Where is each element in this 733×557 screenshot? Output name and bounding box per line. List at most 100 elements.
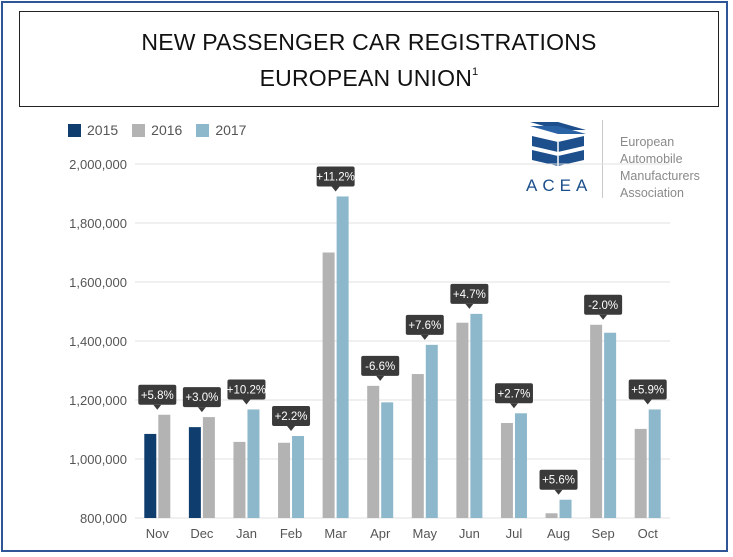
title-line-1: NEW PASSENGER CAR REGISTRATIONS	[141, 29, 597, 55]
bar-2016-apr	[367, 385, 380, 518]
bar-2016-jan	[233, 441, 246, 518]
title-box: NEW PASSENGER CAR REGISTRATIONS EUROPEAN…	[19, 11, 719, 107]
bar-2017-aug	[559, 499, 572, 518]
change-label-box	[138, 384, 177, 405]
bar-2015-nov	[144, 433, 157, 518]
y-tick-label: 1,000,000	[69, 452, 127, 467]
change-label-pointer	[599, 314, 608, 320]
change-label-pointer	[420, 334, 429, 340]
bar-2016-jun	[456, 322, 469, 518]
title-line-2-text: EUROPEAN UNION	[259, 65, 473, 91]
x-tick-label: Mar	[324, 526, 347, 541]
x-tick-label: May	[413, 526, 438, 541]
bar-2017-oct	[648, 409, 661, 518]
change-label-pointer	[509, 403, 518, 409]
bar-2017-jul	[514, 413, 527, 518]
change-label-pointer	[376, 375, 385, 381]
change-label-pointer	[554, 489, 563, 495]
change-label-pointer	[643, 399, 652, 405]
acea-name-line-1: European	[620, 135, 675, 149]
x-tick-label: Aug	[547, 526, 570, 541]
y-tick-label: 1,600,000	[69, 275, 127, 290]
acea-full-name: European Automobile Manufacturers Associ…	[620, 134, 700, 202]
x-tick-label: Jun	[459, 526, 480, 541]
change-label-pointer	[153, 404, 162, 410]
change-label-box	[450, 283, 489, 304]
bar-2016-mar	[322, 252, 335, 518]
change-label: +5.6%	[542, 475, 575, 487]
legend-item-2016: 2016	[132, 122, 182, 138]
change-label: -2.0%	[588, 300, 618, 312]
change-label-box	[539, 469, 578, 490]
change-label: -6.6%	[365, 361, 395, 373]
x-tick-label: Jul	[506, 526, 523, 541]
bar-2016-oct	[634, 428, 647, 518]
bar-2016-nov	[158, 414, 171, 518]
acea-name-line-4: Association	[620, 186, 684, 200]
y-tick-label: 1,800,000	[69, 216, 127, 231]
acea-name-line-2: Automobile	[620, 152, 683, 166]
change-label-box	[272, 405, 311, 426]
legend-swatch-2015	[68, 123, 81, 137]
bar-2017-mar	[336, 196, 349, 518]
legend-label-2017: 2017	[215, 122, 247, 138]
change-label-box	[584, 294, 623, 315]
y-tick-label: 800,000	[80, 511, 127, 526]
legend-item-2015: 2015	[68, 122, 118, 138]
y-tick-label: 1,200,000	[69, 393, 127, 408]
change-label: +2.2%	[275, 411, 308, 423]
change-label-pointer	[287, 425, 296, 431]
y-tick-label: 2,000,000	[69, 157, 127, 172]
legend-item-2017: 2017	[196, 122, 246, 138]
change-label-box	[405, 314, 444, 335]
bar-2016-feb	[278, 442, 291, 518]
bar-2017-sep	[604, 332, 617, 518]
change-label: +2.7%	[497, 388, 530, 400]
change-label-pointer	[242, 399, 251, 405]
x-tick-label: Nov	[146, 526, 170, 541]
bar-2017-may	[425, 344, 438, 518]
change-label-box	[316, 166, 355, 187]
change-label: +5.9%	[631, 384, 664, 396]
change-label: +3.0%	[185, 392, 218, 404]
bar-2016-aug	[545, 513, 558, 518]
change-label: +10.2%	[227, 384, 266, 396]
bar-2017-jun	[470, 313, 483, 518]
change-label-box	[227, 379, 266, 400]
bar-2015-dec	[188, 427, 201, 518]
legend-swatch-2017	[196, 123, 210, 137]
acea-cube-icon	[530, 122, 586, 166]
legend-swatch-2016	[132, 123, 146, 137]
footnote-mark: 1	[472, 66, 479, 78]
acea-divider	[602, 120, 603, 198]
change-label-box	[628, 379, 667, 400]
x-tick-label: Oct	[638, 526, 659, 541]
x-tick-label: Dec	[190, 526, 214, 541]
change-label: +11.2%	[316, 171, 354, 183]
bar-2016-dec	[202, 417, 215, 518]
change-label-pointer	[197, 407, 206, 413]
bar-2017-jan	[247, 409, 260, 518]
acea-acronym: ACEA	[526, 176, 593, 195]
bar-2016-jul	[500, 423, 513, 518]
bar-2016-may	[411, 374, 424, 518]
change-label-box	[182, 387, 221, 408]
bar-2017-apr	[381, 402, 394, 518]
x-tick-label: Sep	[592, 526, 615, 541]
acea-logo: ACEA European Automobile Manufacturers A…	[526, 118, 726, 202]
bar-2017-feb	[292, 435, 305, 518]
x-tick-label: Jan	[236, 526, 257, 541]
legend-label-2016: 2016	[151, 122, 183, 138]
bar-2016-sep	[590, 324, 603, 518]
legend-label-2015: 2015	[87, 122, 119, 138]
title-line-2: EUROPEAN UNION1	[20, 57, 718, 93]
change-label-pointer	[331, 186, 340, 192]
change-label: +5.8%	[141, 390, 174, 402]
acea-name-line-3: Manufacturers	[620, 169, 700, 183]
change-label: +4.7%	[453, 289, 486, 301]
change-label: +7.6%	[408, 320, 441, 332]
change-label-box	[361, 355, 400, 376]
chart-legend: 2015 2016 2017	[68, 122, 246, 138]
